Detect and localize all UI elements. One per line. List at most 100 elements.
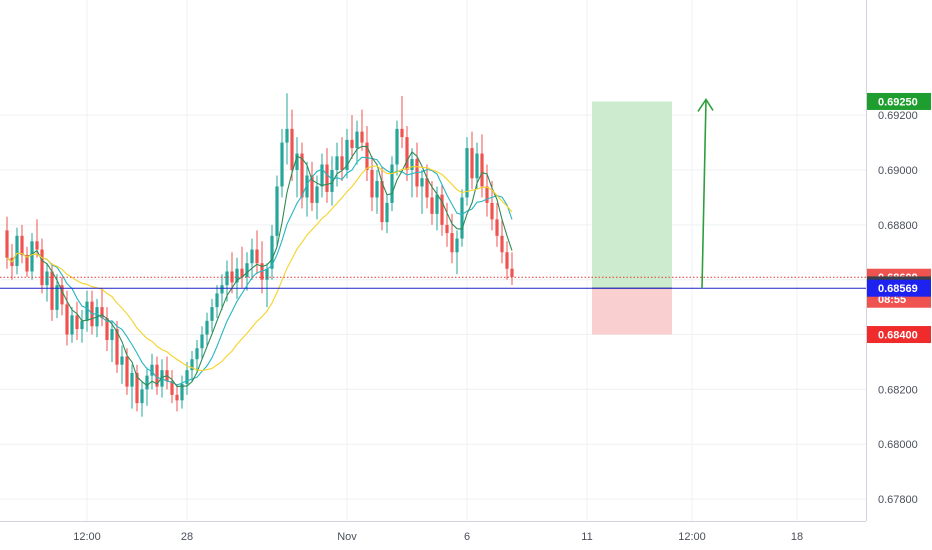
candle-body xyxy=(125,356,129,387)
price-badge xyxy=(867,92,931,110)
price-badge-label: 0.69250 xyxy=(878,96,918,108)
candle-body xyxy=(195,348,199,360)
risk-reward-position[interactable] xyxy=(592,101,672,335)
candle-body xyxy=(270,235,274,269)
moving-average-5 xyxy=(6,145,513,388)
time-tick-label: 18 xyxy=(791,531,803,543)
candle-body xyxy=(455,238,459,253)
candle-body xyxy=(140,389,144,404)
candle-body xyxy=(295,153,299,171)
candle-body xyxy=(155,364,159,387)
price-badge-label: 0.68569 xyxy=(878,283,918,295)
price-badge xyxy=(867,279,931,297)
candle-body xyxy=(395,128,399,165)
candle-body xyxy=(390,164,394,203)
stop-zone[interactable] xyxy=(592,288,672,335)
candle-body xyxy=(190,359,194,371)
candle-body xyxy=(355,131,359,149)
price-tick-label: 0.68800 xyxy=(878,220,918,232)
chart-grid xyxy=(0,0,866,521)
candlestick-series xyxy=(5,93,514,417)
candle-body xyxy=(205,320,209,335)
candle-body xyxy=(445,224,449,234)
moving-average-9 xyxy=(6,156,513,386)
candle-body xyxy=(80,320,84,330)
candle-body xyxy=(30,241,34,272)
candle-body xyxy=(275,186,279,236)
candle-body xyxy=(335,156,339,171)
candle-body xyxy=(475,153,479,179)
candle-body xyxy=(135,372,139,404)
candle-body xyxy=(110,329,114,341)
time-tick-label: Nov xyxy=(337,531,357,543)
candle-body xyxy=(490,202,494,220)
projection-arrow[interactable] xyxy=(697,97,714,289)
candle-body xyxy=(75,315,79,330)
candle-body xyxy=(345,139,349,171)
candle-body xyxy=(5,230,9,258)
candle-body xyxy=(470,148,474,179)
time-axis[interactable]: 12:00 28 Nov 6 11 12:00 18 xyxy=(0,521,866,544)
candle-body xyxy=(350,139,354,149)
candle-body xyxy=(385,202,389,223)
price-tick-label: 0.69200 xyxy=(878,110,918,122)
candle-body xyxy=(460,197,464,239)
candle-body xyxy=(25,255,29,272)
candle-body xyxy=(315,186,319,203)
candle-body xyxy=(50,271,54,310)
candle-body xyxy=(210,307,214,321)
candle-body xyxy=(85,301,89,321)
target-zone[interactable] xyxy=(592,101,672,289)
candle-body xyxy=(310,175,314,203)
time-tick-label: 28 xyxy=(181,531,193,543)
candle-body xyxy=(495,219,499,236)
candle-body xyxy=(180,383,184,401)
candle-body xyxy=(150,364,154,376)
arrow-head xyxy=(697,97,714,112)
candle-body xyxy=(245,263,249,277)
candle-body xyxy=(170,381,174,395)
price-tick-label: 0.68200 xyxy=(878,384,918,396)
candle-body xyxy=(45,271,49,286)
price-tick-label: 0.69000 xyxy=(878,165,918,177)
price-tick-label: 0.67800 xyxy=(878,494,918,506)
candle-body xyxy=(485,186,489,203)
candle-body xyxy=(65,304,69,335)
candle-body xyxy=(235,268,239,283)
moving-average-lines xyxy=(6,145,513,388)
candle-body xyxy=(450,233,454,253)
candle-body xyxy=(375,180,379,198)
candle-body xyxy=(425,178,429,198)
candle-body xyxy=(465,148,469,198)
candle-body xyxy=(120,356,124,365)
candle-body xyxy=(250,249,254,264)
time-tick-label: 12:00 xyxy=(678,531,706,543)
time-tick-label: 6 xyxy=(464,531,470,543)
candle-body xyxy=(370,170,374,198)
candle-body xyxy=(285,128,289,143)
candle-body xyxy=(440,194,444,225)
candle-body xyxy=(15,235,19,266)
candle-body xyxy=(265,268,269,280)
candle-body xyxy=(145,375,149,390)
candle-body xyxy=(115,329,119,365)
candle-body xyxy=(130,372,134,387)
candle-body xyxy=(330,170,334,192)
candle-body xyxy=(500,235,504,253)
candle-body xyxy=(480,153,484,187)
candle-body xyxy=(325,164,329,192)
candle-body xyxy=(225,271,229,286)
candle-body xyxy=(430,197,434,214)
plot-background xyxy=(0,0,866,521)
candle-body xyxy=(305,175,309,198)
candle-body xyxy=(35,241,39,250)
candle-body xyxy=(300,153,304,198)
candle-body xyxy=(340,156,344,171)
candle-body xyxy=(435,194,439,214)
candle-body xyxy=(365,142,369,171)
candle-body xyxy=(380,180,384,223)
candle-body xyxy=(70,315,74,335)
price-tick-label: 0.68000 xyxy=(878,439,918,451)
